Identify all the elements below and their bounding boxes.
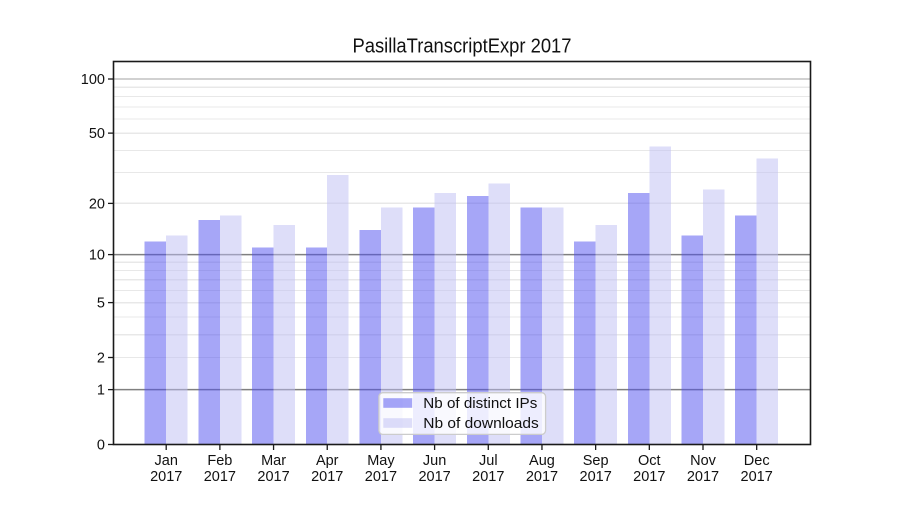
svg-text:2017: 2017	[687, 469, 719, 485]
svg-text:2017: 2017	[311, 469, 343, 485]
svg-text:2017: 2017	[150, 469, 182, 485]
svg-text:May: May	[367, 453, 395, 469]
svg-text:Nb of downloads: Nb of downloads	[423, 416, 539, 432]
svg-text:2017: 2017	[418, 469, 450, 485]
svg-text:2017: 2017	[204, 469, 236, 485]
svg-text:Nb of distinct IPs: Nb of distinct IPs	[423, 396, 537, 412]
svg-text:2017: 2017	[741, 469, 773, 485]
svg-text:2017: 2017	[472, 469, 504, 485]
svg-text:Sep: Sep	[583, 453, 609, 469]
svg-text:Oct: Oct	[638, 453, 661, 469]
svg-text:0: 0	[97, 438, 105, 454]
svg-text:2: 2	[97, 351, 105, 367]
svg-text:20: 20	[89, 196, 105, 212]
svg-text:2017: 2017	[580, 469, 612, 485]
svg-text:Apr: Apr	[316, 453, 339, 469]
svg-text:Dec: Dec	[744, 453, 770, 469]
svg-text:10: 10	[89, 248, 105, 264]
svg-text:Jun: Jun	[423, 453, 446, 469]
svg-text:2017: 2017	[257, 469, 289, 485]
svg-text:Mar: Mar	[261, 453, 286, 469]
svg-text:Feb: Feb	[207, 453, 232, 469]
svg-text:2017: 2017	[633, 469, 665, 485]
svg-text:100: 100	[81, 72, 105, 88]
svg-text:1: 1	[97, 383, 105, 399]
svg-text:2017: 2017	[526, 469, 558, 485]
svg-text:Aug: Aug	[529, 453, 555, 469]
svg-text:Jul: Jul	[479, 453, 498, 469]
svg-text:2017: 2017	[365, 469, 397, 485]
svg-text:Nov: Nov	[690, 453, 717, 469]
svg-text:Jan: Jan	[155, 453, 178, 469]
svg-text:50: 50	[89, 126, 105, 142]
svg-text:PasillaTranscriptExpr 2017: PasillaTranscriptExpr 2017	[353, 36, 572, 58]
svg-text:5: 5	[97, 296, 105, 312]
